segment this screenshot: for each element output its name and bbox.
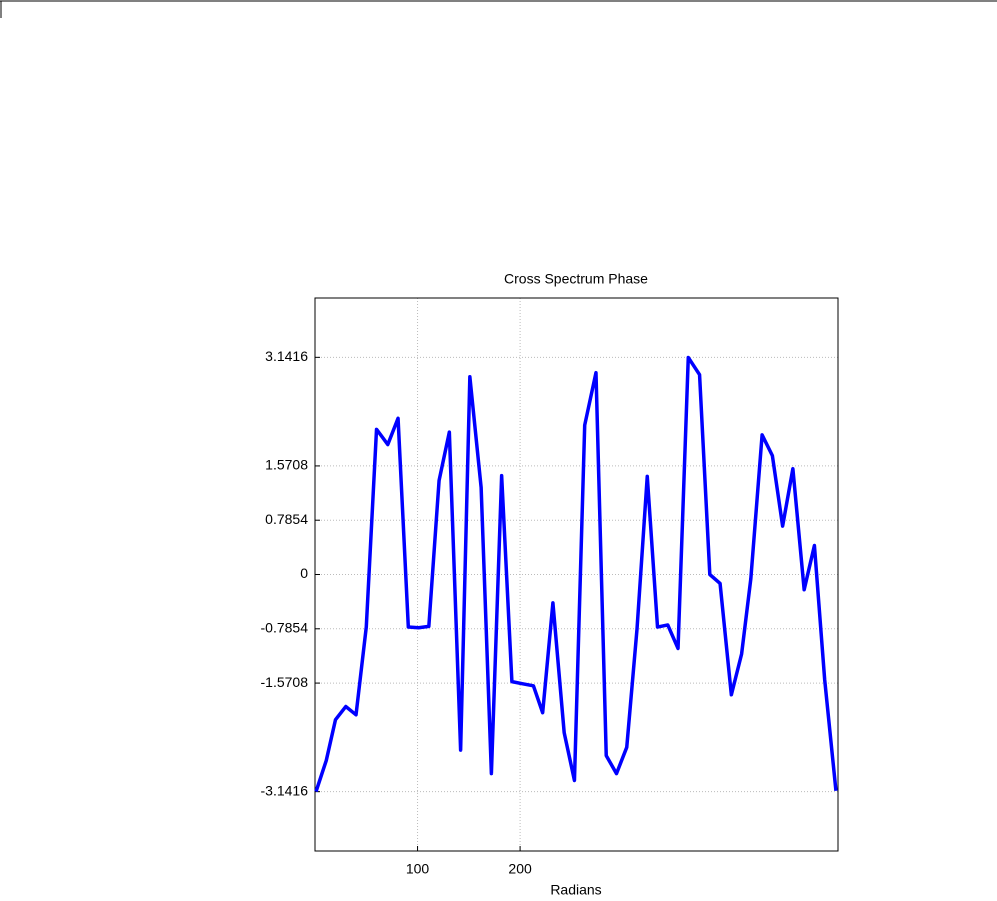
y-tick-label: 3.1416 <box>265 348 308 364</box>
y-tick-label: -1.5708 <box>261 674 309 690</box>
y-tick-label: 1.5708 <box>265 457 308 473</box>
y-tick-label: 0.7854 <box>265 511 308 527</box>
data-line <box>314 355 838 793</box>
chart-title: Cross Spectrum Phase <box>504 271 648 287</box>
y-tick-label: -3.1416 <box>261 782 309 798</box>
y-tick-label: 0 <box>300 565 308 581</box>
x-tick-label: 100 <box>406 861 430 877</box>
x-tick-label: 200 <box>508 861 532 877</box>
plot-frame <box>314 297 839 852</box>
y-tick-label: -0.7854 <box>261 619 309 635</box>
x-axis-label: Radians <box>550 882 601 898</box>
